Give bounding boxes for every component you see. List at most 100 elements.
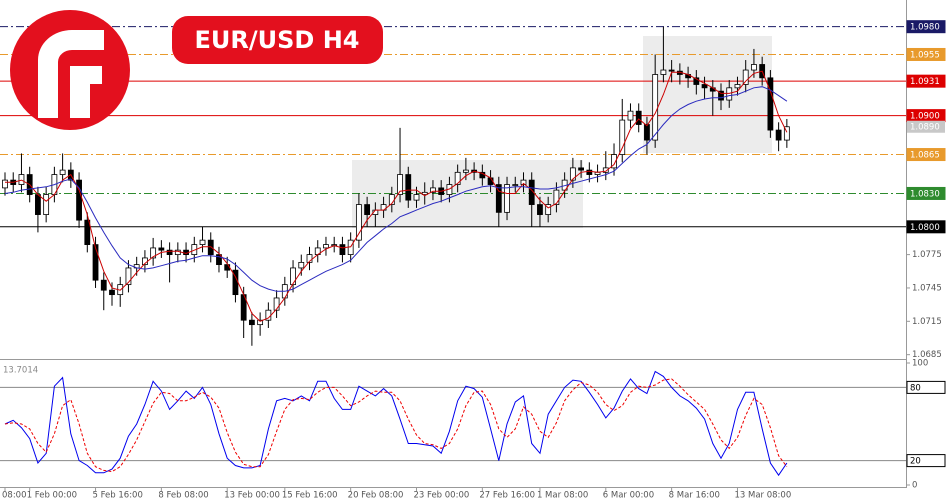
level-label: 1.0980 xyxy=(910,23,940,33)
level-label: 20 xyxy=(910,457,921,467)
candle-body xyxy=(668,69,675,72)
x-tick-label: 08:00 xyxy=(2,491,27,500)
candle-body xyxy=(660,69,667,75)
candle-body xyxy=(150,247,157,259)
logo-mark xyxy=(38,30,104,118)
candle-body xyxy=(355,204,362,241)
y-tick-label: 1.0715 xyxy=(912,317,942,327)
candle-body xyxy=(783,126,790,141)
series-line xyxy=(4,86,788,292)
candle-body xyxy=(158,247,165,251)
candle-body xyxy=(775,129,782,141)
series-line xyxy=(4,370,788,477)
candle-body xyxy=(248,319,255,326)
candle-body xyxy=(528,179,535,205)
level-label: 80 xyxy=(910,383,921,393)
level-label: 1.0900 xyxy=(910,112,940,122)
series-line xyxy=(4,378,788,473)
candle-body xyxy=(611,154,617,169)
x-tick-label: 8 Mar 16:00 xyxy=(669,491,720,500)
x-tick-label: 5 Feb 16:00 xyxy=(93,491,143,500)
level-label: 1.0955 xyxy=(910,50,940,60)
candle-body xyxy=(569,167,576,181)
candle-body xyxy=(726,87,733,101)
candle-body xyxy=(454,171,461,185)
candle-body xyxy=(298,261,305,269)
candle-body xyxy=(635,110,642,125)
candle-body xyxy=(701,84,708,89)
candle-body xyxy=(512,184,519,186)
candle-body xyxy=(742,69,749,85)
candle-body xyxy=(273,297,280,311)
x-tick-label: 1 Mar 08:00 xyxy=(537,491,588,500)
candle-body xyxy=(520,179,527,185)
candle-body xyxy=(18,174,25,185)
candle-body xyxy=(495,184,502,213)
title-badge xyxy=(172,16,383,64)
candle-body xyxy=(413,194,420,201)
candle-body xyxy=(751,64,757,71)
y-tick-label: 0 xyxy=(912,481,917,491)
candle-body xyxy=(339,244,346,256)
range-box xyxy=(643,36,772,153)
level-label: 1.0800 xyxy=(910,223,940,233)
candle-body xyxy=(619,119,626,155)
candle-body xyxy=(323,244,329,249)
candle-body xyxy=(537,204,543,215)
x-tick-label: 8 Feb 08:00 xyxy=(158,491,208,500)
x-tick-label: 27 Feb 16:00 xyxy=(479,491,535,500)
candle-body xyxy=(767,77,774,131)
current-price-box xyxy=(907,120,945,133)
candle-body xyxy=(545,204,552,215)
candle-body xyxy=(76,179,82,221)
x-tick-label: 13 Mar 08:00 xyxy=(734,491,791,500)
candle-body xyxy=(364,204,371,215)
x-tick-label: 13 Feb 00:00 xyxy=(224,491,280,500)
candle-body xyxy=(257,319,264,326)
level-label-box xyxy=(906,148,946,162)
x-tick-label: 20 Feb 08:00 xyxy=(348,491,404,500)
candle-body xyxy=(602,167,609,173)
candle-body xyxy=(504,184,510,213)
level-label-box xyxy=(906,74,946,88)
y-tick-label: 1.0775 xyxy=(912,250,942,260)
level-label-box xyxy=(906,220,946,234)
chart-title: EUR/USD H4 xyxy=(195,26,360,54)
candle-body xyxy=(92,244,99,281)
level-label-box xyxy=(906,20,946,34)
candle-body xyxy=(718,90,724,101)
y-tick-label: 100 xyxy=(912,359,928,369)
candle-body xyxy=(644,124,650,141)
candle-body xyxy=(306,254,313,263)
x-tick-label: 6 Mar 00:00 xyxy=(603,491,654,500)
level-label: 1.0931 xyxy=(910,77,940,87)
x-tick-label: 1 Feb 00:00 xyxy=(27,491,77,500)
candle-body xyxy=(397,174,403,195)
x-tick-label: 23 Feb 00:00 xyxy=(414,491,470,500)
level-label-box xyxy=(906,186,946,200)
level-label-box xyxy=(906,454,946,468)
level-label-box xyxy=(906,380,946,394)
series-line xyxy=(5,70,788,322)
axis: 1.0685 1.0715 1.0745 1.0775 1.0980 1.0955 1.09… xyxy=(2,20,946,500)
candle-body xyxy=(199,239,206,245)
candle-body xyxy=(652,74,659,141)
candle-body xyxy=(216,254,222,266)
candle-body xyxy=(43,194,50,215)
level-label-box xyxy=(906,47,946,61)
candle-body xyxy=(84,219,91,245)
candle-body xyxy=(125,267,132,286)
indicator-readout: 13.7014 xyxy=(3,366,38,376)
candle-body xyxy=(109,289,115,296)
candle-body xyxy=(59,169,66,175)
candle-body xyxy=(693,77,700,85)
level-label: 1.0830 xyxy=(910,189,940,199)
y-tick-label: 1.0685 xyxy=(912,350,942,360)
candle-body xyxy=(430,187,436,193)
candle-body xyxy=(405,174,412,201)
candle-body xyxy=(627,110,634,121)
y-tick-label: 1.0745 xyxy=(912,283,942,293)
